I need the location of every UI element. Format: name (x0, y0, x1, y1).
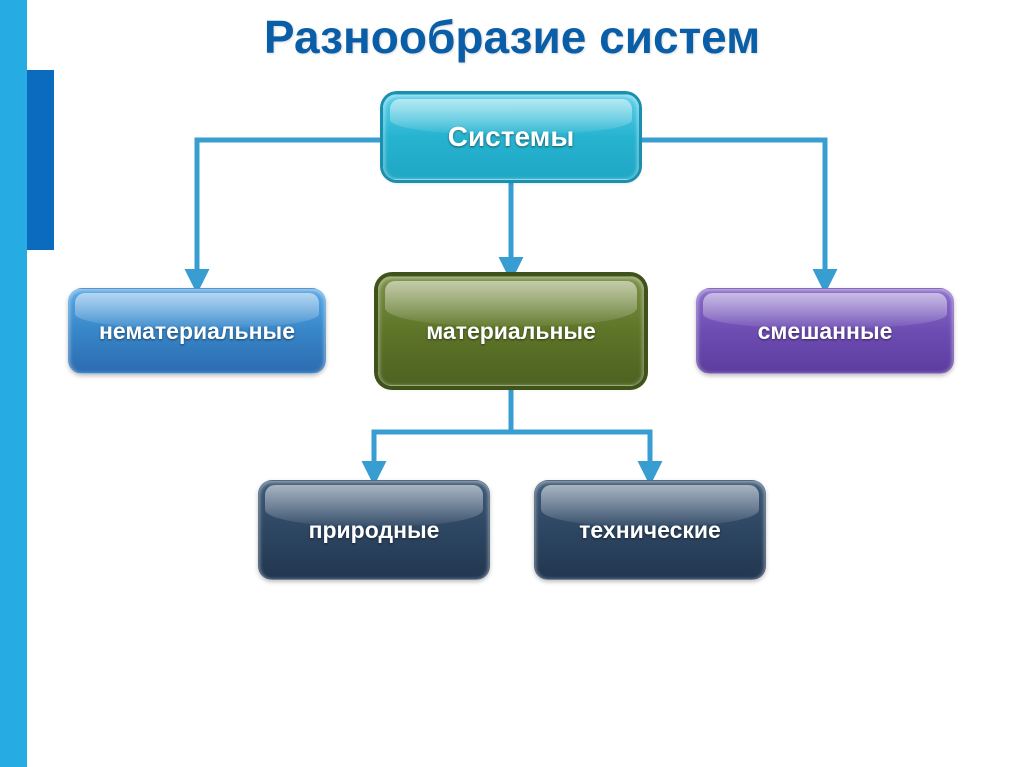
node-root: Системы (383, 94, 639, 180)
sidebar-accent-dark (27, 70, 54, 250)
edge-l1b-l2a (374, 386, 511, 472)
node-label: материальные (426, 318, 596, 345)
page-title: Разнообразие систем (0, 10, 1024, 64)
node-technical: технические (534, 480, 766, 580)
node-natural: природные (258, 480, 490, 580)
sidebar-accent-light (0, 0, 27, 767)
slide: Разнообразие систем Системы нематериальн… (0, 0, 1024, 767)
node-material: материальные (378, 276, 644, 386)
node-label: смешанные (758, 318, 893, 345)
edge-root-l1a (197, 140, 383, 280)
node-label: природные (309, 517, 440, 544)
node-label: нематериальные (99, 318, 295, 345)
node-label: технические (579, 517, 721, 544)
edge-l1b-l2b (511, 386, 650, 472)
edge-root-l1c (639, 140, 825, 280)
node-label: Системы (448, 121, 575, 153)
node-mixed: смешанные (696, 288, 954, 374)
node-nonmaterial: нематериальные (68, 288, 326, 374)
